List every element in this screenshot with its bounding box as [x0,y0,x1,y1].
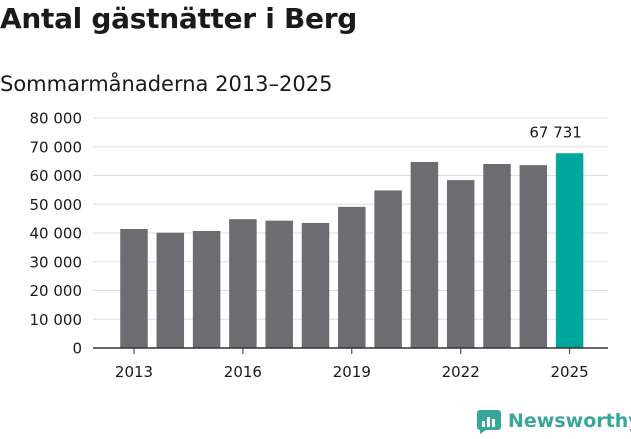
y-tick-label: 40 000 [30,225,83,243]
bar-2017 [265,220,293,348]
data-label: 67 731 [529,123,582,141]
brand: Newsworthy [476,408,631,434]
y-tick-label: 60 000 [30,167,83,185]
bar-2013 [120,228,148,348]
bar-2016 [229,219,257,348]
y-tick-label: 10 000 [30,311,83,329]
bar-2022 [446,180,475,348]
y-tick-label: 70 000 [30,138,83,156]
chart-subtitle: Sommarmånaderna 2013–2025 [0,72,333,96]
bar-2019 [338,206,366,348]
bar-2025 [555,153,584,348]
y-tick-label: 80 000 [30,110,83,128]
x-tick-label: 2019 [333,363,371,381]
chart-title: Antal gästnätter i Berg [0,2,357,35]
bar-2023 [483,164,511,348]
bar-2014 [156,232,185,348]
bar-2024 [519,165,548,348]
bar-chart: 0 10 000 20 000 30 000 40 000 50 000 60 000 70 … [30,110,608,381]
x-tick-label: 2022 [442,363,480,381]
bars [93,153,608,349]
newsworthy-logo-icon [477,410,501,434]
bar-2021 [410,161,439,348]
x-tick-label: 2013 [115,363,153,381]
x-axis-ticks: 2013 2016 2019 2022 2025 [115,348,589,381]
y-tick-label: 30 000 [30,253,83,271]
x-tick-label: 2025 [551,363,589,381]
y-tick-label: 20 000 [30,282,83,300]
bar-2018 [301,222,330,348]
y-tick-label: 50 000 [30,196,83,214]
bar-2015 [192,230,221,348]
y-axis-ticks: 0 10 000 20 000 30 000 40 000 50 000 60 000 70 … [30,110,83,358]
brand-name: Newsworthy [508,410,631,432]
bar-2020 [374,190,402,348]
x-tick-label: 2016 [224,363,262,381]
data-labels: 67 731 [529,123,582,141]
y-tick-label: 0 [72,340,82,358]
